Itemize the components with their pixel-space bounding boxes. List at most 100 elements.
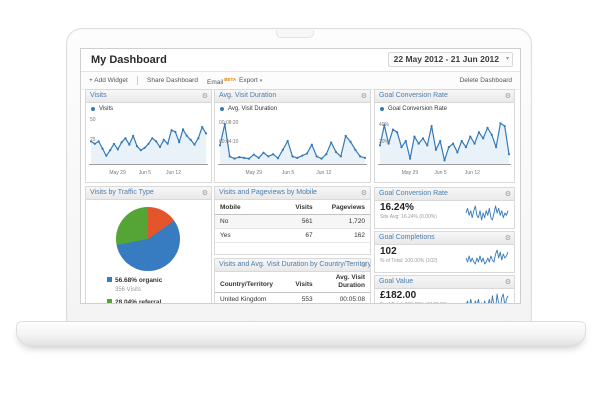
goal-conversion-sparkline: [464, 204, 510, 221]
add-widget-button[interactable]: + Add Widget: [89, 77, 128, 84]
beta-badge: BETA: [224, 77, 237, 82]
chevron-down-icon: ▾: [505, 56, 509, 62]
stat-subtext: Site Avg: 16.24% (0.00%): [380, 214, 437, 220]
pie-legend-subtext: 356 Visits: [115, 287, 141, 293]
visits-by-traffic-type-widget: Visits by Traffic Type ⚙ 56.68% organic …: [85, 186, 212, 303]
widget-title: Visits by Traffic Type: [90, 189, 154, 196]
goal-value-stat-widget: Goal Value ⚙ £182.00 % of Total: 100.00%…: [374, 275, 515, 303]
x-axis-tick: Jun 12: [464, 170, 480, 176]
laptop-base: [16, 321, 586, 346]
share-dashboard-button[interactable]: Share Dashboard: [147, 77, 198, 84]
legend-dot-icon: [380, 107, 384, 111]
goal_conversion_rate-svg: [378, 122, 511, 164]
y-axis-tick: 40%: [379, 121, 390, 128]
visits-pageviews-mobile-widget: Visits and Pageviews by Mobile ⚙ Mobile …: [214, 186, 371, 255]
avg-visit-duration-x-axis: May 29 Jun 5 Jun 12: [218, 169, 367, 177]
laptop-camera-notch: [276, 30, 314, 38]
visits-x-axis: May 29 Jun 5 Jun 12: [89, 169, 208, 177]
y-axis-tick: 20%: [379, 139, 390, 146]
gear-icon[interactable]: ⚙: [504, 190, 511, 198]
y-axis-tick: 25: [90, 137, 96, 143]
legend-label: Goal Conversion Rate: [387, 106, 447, 112]
y-axis-tick: 00:08:20: [219, 120, 239, 127]
date-range-selector[interactable]: 22 May 2012 - 21 Jun 2012 ▾: [387, 52, 513, 67]
dashboard-toolbar: + Add Widget Share Dashboard EmailBETA E…: [81, 72, 520, 90]
x-axis-tick: May 29: [401, 170, 419, 176]
goal_value_spark-svg: [466, 293, 509, 303]
gear-icon[interactable]: ⚙: [360, 189, 367, 197]
pie-legend-item: 56.68% organic: [107, 277, 162, 284]
delete-dashboard-button[interactable]: Delete Dashboard: [459, 77, 512, 84]
gear-icon[interactable]: ⚙: [201, 189, 208, 197]
gear-icon[interactable]: ⚙: [360, 261, 367, 269]
gear-icon[interactable]: ⚙: [504, 278, 511, 286]
widget-title: Visits and Pageviews by Mobile: [219, 189, 317, 196]
gear-icon[interactable]: ⚙: [504, 234, 511, 242]
widget-header[interactable]: Avg. Visit Duration ⚙: [215, 90, 370, 103]
widget-title: Goal Value: [379, 278, 414, 285]
visits-widget: Visits ⚙ Visits 50 25 May 29 Jun 5 Jun 12: [85, 89, 212, 183]
page-title: My Dashboard: [91, 54, 167, 66]
visits-svg: [89, 125, 208, 164]
legend-label: Avg. Visit Duration: [227, 106, 278, 112]
widget-title: Goal Conversion Rate: [379, 190, 448, 197]
widget-title: Goal Completions: [379, 234, 435, 241]
visits-duration-country-widget: Visits and Avg. Visit Duration by Countr…: [214, 258, 371, 303]
widget-header[interactable]: Goal Completions ⚙: [375, 232, 514, 245]
widget-title: Avg. Visit Duration: [219, 92, 277, 99]
goal-completions-stat-widget: Goal Completions ⚙ 102 % of Total: 100.0…: [374, 231, 515, 273]
analytics-dashboard: My Dashboard 22 May 2012 - 21 Jun 2012 ▾…: [80, 48, 521, 304]
widget-header[interactable]: Visits ⚙: [86, 90, 211, 103]
traffic-type-pie-chart: [116, 207, 180, 271]
gear-icon[interactable]: ⚙: [360, 92, 367, 100]
goal_conversion_spark-svg: [465, 205, 509, 221]
stat-value: £182.00: [380, 290, 417, 301]
legend-dot-icon: [91, 107, 95, 111]
x-axis-tick: Jun 5: [138, 170, 152, 176]
widget-header[interactable]: Visits by Traffic Type ⚙: [86, 187, 211, 200]
widget-header[interactable]: Visits and Avg. Visit Duration by Countr…: [215, 259, 370, 272]
widget-title: Visits and Avg. Visit Duration by Countr…: [219, 261, 371, 268]
goal-conversion-stat-widget: Goal Conversion Rate ⚙ 16.24% Site Avg: …: [374, 187, 515, 229]
chart-legend: Goal Conversion Rate: [380, 106, 447, 114]
widget-title: Goal Conversion Rate: [379, 92, 448, 99]
goal-conversion-x-axis: May 29 Jun 5 Jun 12: [378, 169, 511, 177]
stat-value: 16.24%: [380, 202, 414, 213]
toolbar-separator: [137, 76, 138, 85]
x-axis-tick: May 29: [245, 170, 262, 176]
visits-line-chart: 50 25: [89, 117, 208, 165]
x-axis-tick: Jun 12: [316, 170, 332, 176]
chevron-down-icon: ▾: [259, 78, 263, 84]
widget-header[interactable]: Goal Value ⚙: [375, 276, 514, 289]
x-axis-tick: May 29: [109, 170, 126, 176]
x-axis-tick: Jun 5: [281, 170, 295, 176]
y-axis-tick: 50: [90, 117, 96, 123]
date-range-label: 22 May 2012 - 21 Jun 2012: [393, 54, 499, 64]
email-button[interactable]: EmailBETA: [207, 77, 237, 87]
legend-label: Visits: [98, 106, 114, 112]
gear-icon[interactable]: ⚙: [504, 92, 511, 100]
table-header-row: Country/Territory Visits Avg. Visit Dura…: [215, 273, 370, 293]
y-axis-tick: 00:04:10: [219, 138, 239, 145]
goal-conversion-line-chart: 40% 20%: [378, 117, 511, 165]
chart-legend: Avg. Visit Duration: [220, 106, 277, 114]
stat-subtext: % of Total: 100.00% (£182.00): [380, 302, 447, 303]
gear-icon[interactable]: ⚙: [201, 92, 208, 100]
avg-visit-duration-line-chart: 00:08:20 00:04:10: [218, 117, 367, 165]
x-axis-tick: Jun 5: [434, 170, 447, 176]
stat-value: 102: [380, 246, 397, 257]
export-button[interactable]: Export ▾: [239, 77, 263, 84]
goal-conversion-rate-widget: Goal Conversion Rate ⚙ Goal Conversion R…: [374, 89, 515, 183]
country-table: Country/Territory Visits Avg. Visit Dura…: [215, 273, 370, 303]
widget-header[interactable]: Visits and Pageviews by Mobile ⚙: [215, 187, 370, 200]
x-axis-tick: Jun 12: [165, 170, 181, 176]
table-row: No 561 1,720: [215, 215, 370, 229]
goal-value-sparkline: [464, 292, 510, 303]
avg-visit-duration-widget: Avg. Visit Duration ⚙ Avg. Visit Duratio…: [214, 89, 371, 183]
legend-square-icon: [107, 299, 112, 303]
table-row: Yes 67 162: [215, 229, 370, 243]
widget-header[interactable]: Goal Conversion Rate ⚙: [375, 90, 514, 103]
header-divider: [81, 71, 520, 72]
widget-header[interactable]: Goal Conversion Rate ⚙: [375, 188, 514, 201]
legend-dot-icon: [220, 107, 224, 111]
